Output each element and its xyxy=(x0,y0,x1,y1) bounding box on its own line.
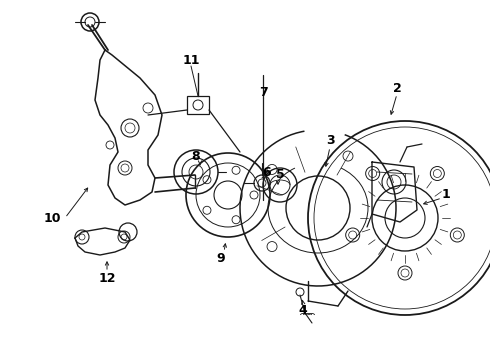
Text: 11: 11 xyxy=(182,54,200,67)
Text: 3: 3 xyxy=(326,134,334,147)
Text: 5: 5 xyxy=(275,168,284,181)
Text: 8: 8 xyxy=(192,150,200,163)
Text: 4: 4 xyxy=(298,303,307,316)
Text: 10: 10 xyxy=(43,211,61,225)
Text: 6: 6 xyxy=(263,166,271,179)
Text: 2: 2 xyxy=(392,81,401,94)
Circle shape xyxy=(193,100,203,110)
Text: 12: 12 xyxy=(98,271,116,284)
Text: 9: 9 xyxy=(217,252,225,265)
Text: 7: 7 xyxy=(259,85,268,99)
Bar xyxy=(187,96,209,114)
Text: 1: 1 xyxy=(441,189,450,202)
